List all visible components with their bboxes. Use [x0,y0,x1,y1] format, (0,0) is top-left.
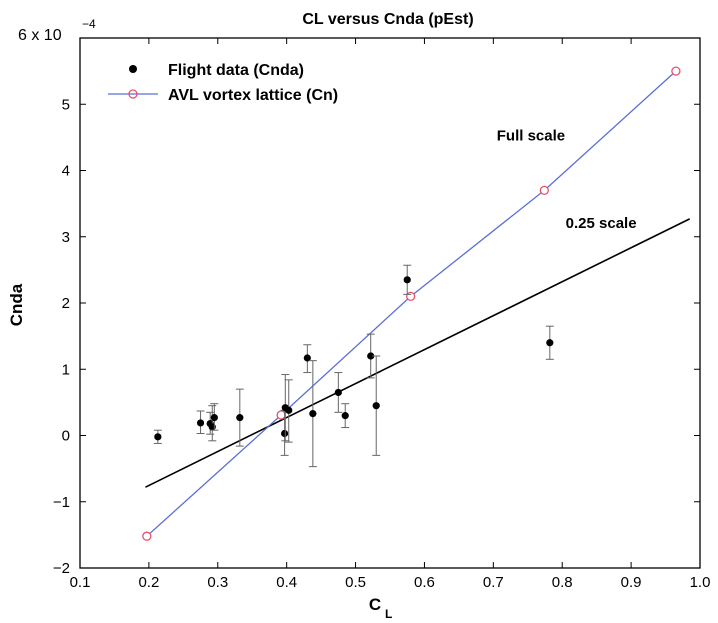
avl-point [539,185,549,196]
x-axis-label: C L [369,595,392,621]
plot-frame [79,37,701,569]
flight-point [367,352,375,360]
legend: Flight data (Cnda) AVL vortex lattice (C… [108,62,338,104]
chart-title: CL versus Cnda (pEst) [302,11,473,28]
flight-point [334,388,342,397]
flight-point [236,414,244,422]
y-tick-label: 1 [62,361,70,378]
x-tick-label: 0.9 [621,574,642,591]
x-tick-label: 0.4 [276,574,297,591]
x-tick-label: 0.1 [70,574,91,591]
flight-point [281,429,289,438]
y-tick-label: −2 [53,560,70,577]
legend-avl-marker [128,89,138,99]
annotation-full-scale-label: Full scale [497,128,565,145]
annotation-full-scale: Full scale [497,128,565,145]
fit-line-quarter-scale [145,218,691,488]
y-tick-label: −1 [53,494,70,511]
avl-series [142,66,681,541]
flight-point [309,410,317,418]
y-axis-label: Cnda [7,283,26,326]
x-tick-label: 0.7 [483,574,504,591]
legend-flight-marker [129,65,137,73]
x-axis-label-subscript: L [385,607,392,621]
flight-point [372,402,380,410]
legend-avl-label: AVL vortex lattice (Cn) [168,87,338,104]
annotation-quarter-scale-label: 0.25 scale [566,215,637,232]
legend-flight-label: Flight data (Cnda) [168,62,304,79]
flight-series [153,264,554,468]
flight-point [403,276,411,284]
y-tick-label: 0 [62,428,70,445]
annotation-quarter-scale: 0.25 scale [566,215,637,232]
x-axis: 0.1 0.2 0.3 0.4 0.5 0.6 0.7 0.8 0.9 1.0 [70,38,711,591]
x-tick-label: 0.3 [207,574,228,591]
avl-series-line [146,70,677,537]
x-tick-label: 0.5 [345,574,366,591]
avl-point [671,66,681,76]
flight-point [341,412,349,420]
flight-point [210,414,218,422]
flight-point [154,433,162,441]
y-multiplier-base: 6 x 10 [18,27,62,44]
y-multiplier: 6 x 10 −4 [18,17,96,44]
y-tick-label: 5 [62,96,70,113]
x-tick-label: 0.8 [552,574,573,591]
y-multiplier-exponent: −4 [82,17,96,31]
avl-point [276,410,286,420]
flight-point [285,406,293,414]
flight-point [196,419,205,427]
y-tick-label: 4 [62,163,70,180]
x-axis-label-main: C [369,595,381,614]
y-tick-label: 3 [62,229,70,246]
avl-point [142,531,152,541]
avl-point [406,291,416,302]
y-tick-label: 2 [62,295,70,312]
x-tick-label: 0.6 [414,574,435,591]
plot-area [79,37,701,569]
flight-point [546,339,554,347]
fit-line-layer [145,218,691,488]
flight-point [303,354,311,362]
x-tick-label: 1.0 [690,574,711,591]
x-tick-label: 0.2 [138,574,159,591]
y-axis: −2 −1 0 1 2 3 4 5 [53,96,700,577]
